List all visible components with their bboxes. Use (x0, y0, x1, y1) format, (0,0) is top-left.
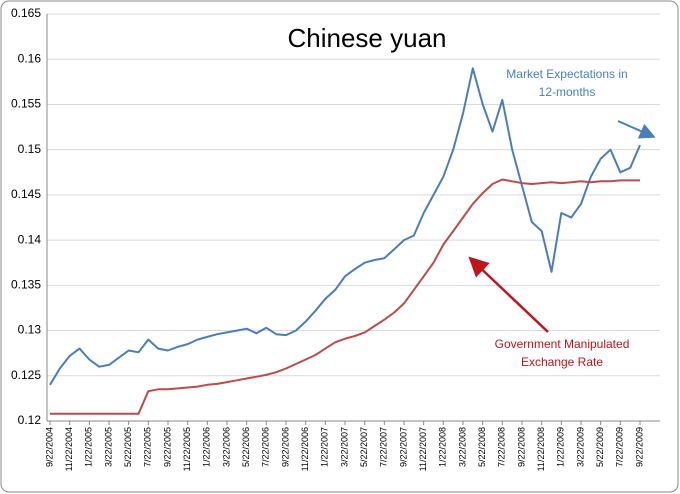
y-tick-label: 0.14 (18, 232, 42, 246)
series-line (49, 67, 641, 386)
y-tick-label: 0.125 (11, 368, 41, 382)
x-tick-label: 5/22/2005 (123, 427, 133, 467)
x-tick-label: 3/22/2008 (457, 427, 467, 467)
x-tick-label: 1/22/2009 (556, 427, 566, 467)
x-tick-label: 3/22/2007 (339, 427, 349, 467)
x-tick-label: 11/22/2007 (418, 427, 428, 471)
annotation: Government Manipulated (495, 337, 630, 351)
y-tick-label: 0.13 (18, 323, 42, 337)
y-tick-label: 0.135 (11, 278, 41, 292)
x-tick-label: 9/22/2005 (162, 427, 172, 467)
y-tick-label: 0.15 (18, 142, 42, 156)
y-tick-label: 0.16 (18, 51, 42, 65)
x-tick-label: 9/22/2008 (516, 427, 526, 467)
y-tick-label: 0.155 (11, 97, 41, 111)
x-tick-label: 5/22/2009 (595, 427, 605, 467)
x-tick-label: 11/22/2008 (536, 427, 546, 471)
chart-title: Chinese yuan (288, 23, 447, 53)
x-tick-label: 7/22/2008 (497, 427, 507, 467)
x-tick-label: 5/22/2006 (241, 427, 251, 467)
series-line (50, 178, 640, 415)
x-tick-label: 9/22/2009 (634, 427, 644, 467)
x-tick-label: 1/22/2008 (438, 427, 448, 467)
x-tick-label: 5/22/2007 (359, 427, 369, 467)
x-tick-label: 11/22/2005 (182, 427, 192, 471)
annotation-arrow (468, 256, 549, 333)
annotation: 12-months (539, 85, 596, 99)
x-tick-label: 1/22/2006 (202, 427, 212, 467)
x-tick-label: 1/22/2005 (84, 427, 94, 467)
x-tick-label: 3/22/2009 (575, 427, 585, 467)
y-tick-label: 0.12 (18, 413, 42, 427)
x-tick-label: 9/22/2006 (280, 427, 290, 467)
x-tick-label: 3/22/2006 (221, 427, 231, 467)
annotation: Exchange Rate (521, 355, 603, 369)
x-tick-label: 9/22/2007 (398, 427, 408, 467)
x-tick-label: 11/22/2004 (64, 427, 74, 471)
annotation-arrow (617, 120, 656, 139)
x-tick-label: 5/22/2008 (477, 427, 487, 467)
annotation: Market Expectations in (506, 67, 627, 81)
x-tick-label: 7/22/2005 (143, 427, 153, 467)
x-tick-label: 7/22/2006 (261, 427, 271, 467)
x-tick-label: 7/22/2009 (615, 427, 625, 467)
x-tick-label: 9/22/2004 (44, 427, 54, 467)
y-tick-label: 0.145 (11, 187, 41, 201)
x-tick-label: 1/22/2007 (320, 427, 330, 467)
x-tick-label: 7/22/2007 (379, 427, 389, 467)
title-background (272, 20, 462, 58)
x-tick-label: 11/22/2006 (300, 427, 310, 471)
y-tick-label: 0.165 (11, 6, 41, 20)
x-tick-label: 3/22/2005 (103, 427, 113, 467)
